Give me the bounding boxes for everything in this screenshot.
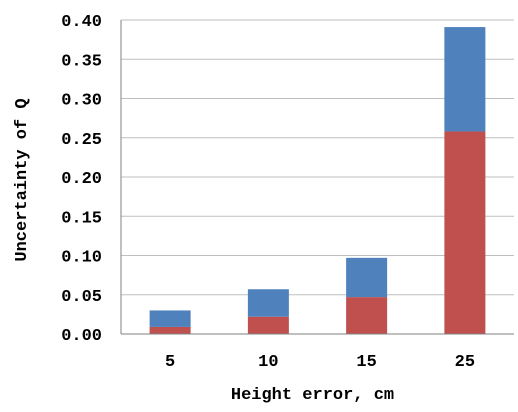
x-tick-labels: 5 10 15 25 [165, 353, 475, 372]
bar-segment [346, 297, 388, 334]
x-tick-label: 15 [356, 353, 376, 372]
y-tick-label: 0.25 [61, 131, 102, 150]
bar-segment [149, 326, 191, 334]
y-tick-label: 0.40 [61, 13, 102, 32]
x-tick-label: 25 [455, 353, 475, 372]
y-tick-label: 0.30 [61, 92, 102, 111]
y-tick-labels: 0.00 0.05 0.10 0.15 0.20 0.25 0.30 0.35 0.40 [61, 13, 102, 346]
bar-segment [149, 310, 191, 327]
y-axis-title: Uncertainty of Q [13, 98, 32, 261]
y-tick-label: 0.20 [61, 170, 102, 189]
bar-segment [346, 257, 388, 298]
y-tick-label: 0.15 [61, 209, 102, 228]
axes [120, 20, 514, 335]
bar-segment [247, 316, 289, 334]
x-tick-label: 10 [258, 353, 278, 372]
y-gridlines [121, 19, 514, 296]
bar-segment [247, 289, 289, 317]
y-tick-label: 0.10 [61, 249, 102, 268]
bar-segment [444, 27, 486, 132]
y-tick-label: 0.05 [61, 288, 102, 307]
x-axis-title: Height error, cm [231, 386, 394, 405]
bar-segment [444, 131, 486, 334]
y-tick-label: 0.35 [61, 52, 102, 71]
y-tick-label: 0.00 [61, 327, 102, 346]
bars [149, 27, 486, 334]
x-tick-label: 5 [165, 353, 175, 372]
